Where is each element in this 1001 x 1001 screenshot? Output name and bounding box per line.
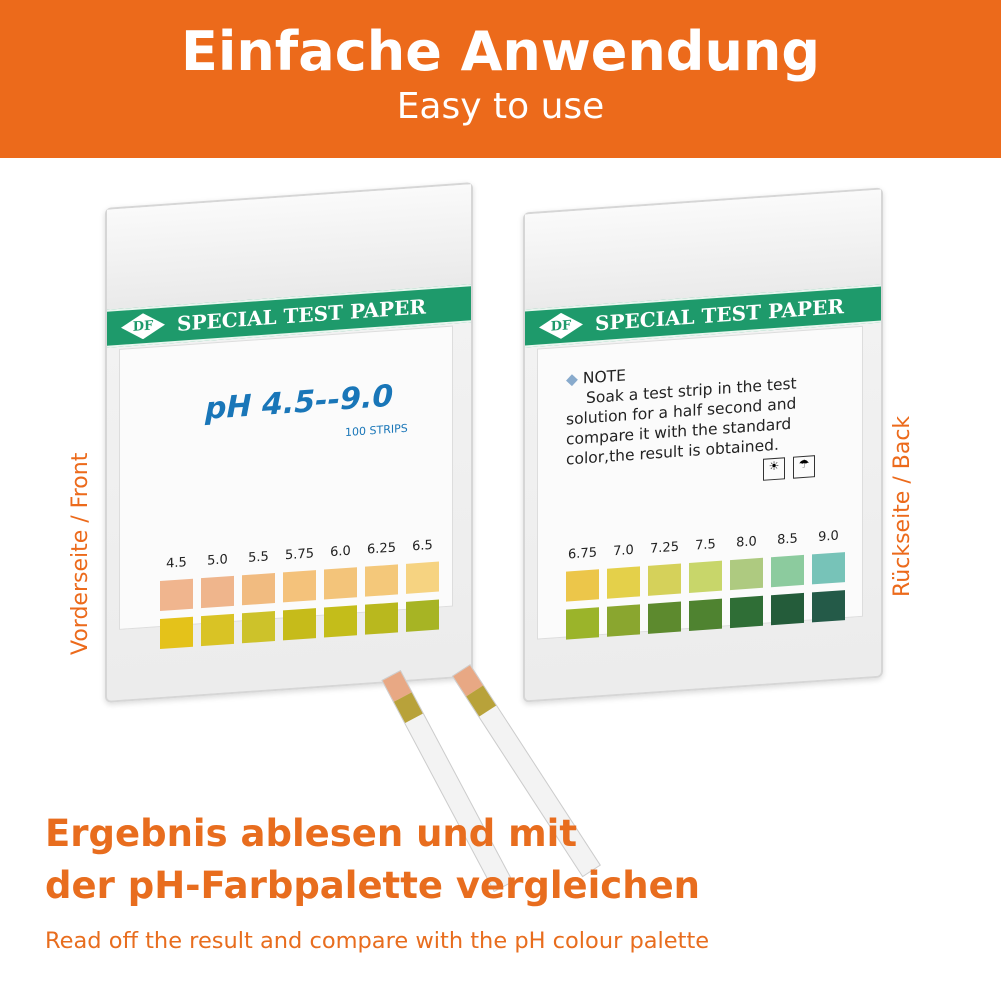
color-swatch-bottom <box>771 592 804 626</box>
color-swatch-top <box>689 560 722 593</box>
color-swatch-top <box>324 567 357 600</box>
back-box: DF SPECIAL TEST PAPER ◆ NOTE Soak a test… <box>523 187 883 703</box>
color-swatch-bottom <box>812 590 845 623</box>
front-box: DF SPECIAL TEST PAPER pH 4.5--9.0 100 ST… <box>105 182 473 703</box>
strip-count: 100 STRIPS <box>345 421 408 440</box>
scale-column: 5.0 <box>201 552 234 647</box>
front-color-scale: 4.5 5.0 5.5 5.75 6.0 6.25 6.5 <box>160 538 439 650</box>
ph-label: 7.5 <box>695 537 716 554</box>
color-swatch-bottom <box>283 608 316 641</box>
color-swatch-top <box>406 561 439 594</box>
scale-column: 6.75 <box>566 545 599 640</box>
color-swatch-bottom <box>607 604 640 637</box>
color-swatch-top <box>365 564 398 597</box>
scale-column: 9.0 <box>812 528 845 623</box>
headline: Ergebnis ablesen und mit der pH-Farbpale… <box>45 808 700 912</box>
color-swatch-top <box>607 566 640 599</box>
color-swatch-bottom <box>406 599 439 632</box>
df-logo: DF <box>539 311 583 340</box>
diamond-icon: ◆ <box>566 369 583 389</box>
back-side-label: Rückseite / Back <box>890 415 915 597</box>
color-swatch-bottom <box>566 607 599 640</box>
scale-column: 6.25 <box>365 540 398 635</box>
color-swatch-bottom <box>324 605 357 638</box>
ph-label: 7.0 <box>613 542 634 560</box>
ph-label: 7.25 <box>650 539 679 557</box>
note: ◆ NOTE Soak a test strip in the test sol… <box>566 350 846 470</box>
color-swatch-bottom <box>730 595 763 629</box>
ph-label: 6.0 <box>330 543 351 561</box>
ph-range: pH 4.5--9.0 <box>205 378 394 427</box>
color-swatch-top <box>242 572 275 606</box>
ph-label: 8.0 <box>736 534 757 551</box>
color-swatch-bottom <box>365 602 398 635</box>
scale-column: 4.5 <box>160 555 193 650</box>
ph-label: 6.25 <box>367 540 396 558</box>
sunlight-warning-icon: ☀ <box>763 457 785 481</box>
keep-dry-icon: ☂ <box>793 455 815 479</box>
back-color-scale: 6.75 7.0 7.25 7.5 8.0 8.5 9.0 <box>566 528 845 640</box>
front-card: pH 4.5--9.0 100 STRIPS 4.5 5.0 5.5 5.75 6.0 6… <box>119 325 453 650</box>
color-swatch-top <box>730 557 763 591</box>
caption: Read off the result and compare with the… <box>45 928 710 954</box>
scale-column: 7.5 <box>689 537 722 631</box>
color-swatch-top <box>812 552 845 585</box>
color-swatch-top <box>160 578 193 612</box>
color-swatch-top <box>648 563 681 596</box>
scale-column: 7.0 <box>607 542 640 637</box>
color-swatch-bottom <box>242 610 275 644</box>
scale-column: 7.25 <box>648 540 681 634</box>
note-title: NOTE <box>582 366 626 388</box>
ph-label: 6.75 <box>568 545 597 563</box>
back-card: ◆ NOTE Soak a test strip in the test sol… <box>537 325 863 640</box>
ph-label: 5.75 <box>285 546 314 564</box>
scale-column: 8.0 <box>730 534 763 629</box>
ph-label: 5.0 <box>207 552 228 569</box>
headline-line-2: der pH-Farbpalette vergleichen <box>45 864 701 907</box>
ph-label: 4.5 <box>166 555 187 572</box>
header-subtitle: Easy to use <box>396 86 605 127</box>
ph-label: 6.5 <box>412 537 433 555</box>
color-swatch-bottom <box>689 598 722 631</box>
df-logo: DF <box>121 312 165 341</box>
headline-line-1: Ergebnis ablesen und mit <box>45 812 578 855</box>
header-title: Einfache Anwendung <box>180 20 821 83</box>
color-swatch-bottom <box>201 613 234 647</box>
scale-column: 6.5 <box>406 538 439 632</box>
ph-label: 8.5 <box>777 531 798 548</box>
color-swatch-bottom <box>648 601 681 634</box>
front-side-label: Vorderseite / Front <box>68 452 93 655</box>
scale-column: 8.5 <box>771 531 804 626</box>
color-swatch-top <box>566 569 599 602</box>
scale-column: 5.75 <box>283 546 316 641</box>
header-banner: Einfache Anwendung Easy to use <box>0 0 1001 158</box>
color-swatch-bottom <box>160 616 193 650</box>
scale-column: 6.0 <box>324 543 357 638</box>
color-swatch-top <box>771 554 804 588</box>
scale-column: 5.5 <box>242 549 275 644</box>
ph-label: 5.5 <box>248 549 269 566</box>
color-swatch-top <box>283 570 316 603</box>
color-swatch-top <box>201 575 234 609</box>
ph-label: 9.0 <box>818 528 839 545</box>
